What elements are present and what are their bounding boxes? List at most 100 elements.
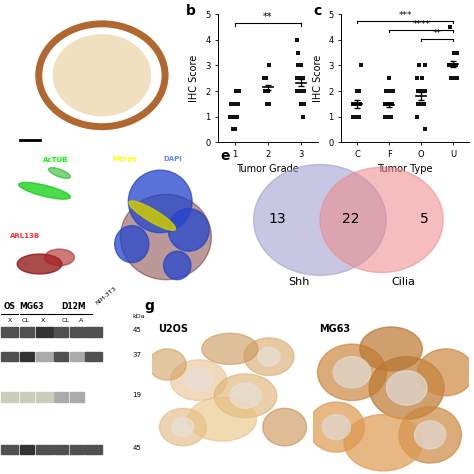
Point	[451, 62, 458, 69]
Point	[232, 87, 240, 95]
Ellipse shape	[399, 407, 461, 463]
Text: c: c	[313, 4, 321, 18]
Text: 5: 5	[420, 211, 428, 226]
Point	[265, 100, 273, 108]
Point	[293, 74, 301, 82]
Text: 13: 13	[268, 211, 286, 226]
Point	[233, 113, 241, 120]
Point	[454, 74, 461, 82]
Point	[413, 74, 421, 82]
Text: X: X	[8, 318, 12, 323]
Point	[264, 87, 272, 95]
Point	[451, 62, 458, 69]
Point	[229, 126, 237, 133]
Point	[387, 87, 394, 95]
Text: **: **	[263, 12, 273, 22]
Point	[295, 74, 303, 82]
Ellipse shape	[184, 369, 213, 391]
Point	[414, 113, 421, 120]
Point	[298, 100, 306, 108]
Bar	[54, 445, 68, 454]
Ellipse shape	[53, 35, 151, 116]
Ellipse shape	[171, 360, 227, 401]
Point	[262, 74, 270, 82]
Point	[384, 113, 392, 120]
Point	[298, 62, 305, 69]
Point	[229, 100, 237, 108]
Ellipse shape	[322, 415, 350, 439]
Text: A: A	[79, 318, 83, 323]
Point	[295, 49, 302, 56]
Point	[355, 113, 362, 120]
Point	[453, 49, 460, 56]
Text: **: **	[433, 29, 442, 38]
Point	[421, 126, 428, 133]
Point	[413, 74, 421, 82]
Point	[350, 100, 358, 108]
Point	[349, 113, 357, 120]
Point	[351, 100, 359, 108]
Point	[385, 113, 393, 120]
Point	[382, 100, 389, 108]
Bar	[1, 327, 18, 337]
Point	[264, 87, 272, 95]
Point	[230, 100, 238, 108]
Point	[383, 100, 390, 108]
Point	[388, 113, 395, 120]
Y-axis label: IHC Score: IHC Score	[190, 55, 200, 102]
Bar	[70, 327, 84, 337]
Ellipse shape	[129, 201, 175, 230]
Point	[295, 74, 303, 82]
Point	[234, 100, 242, 108]
Ellipse shape	[188, 397, 256, 441]
Ellipse shape	[244, 338, 294, 375]
Point	[231, 100, 239, 108]
Text: ARL13B: ARL13B	[9, 233, 40, 239]
Text: 45: 45	[132, 445, 141, 451]
Point	[228, 100, 236, 108]
Point	[452, 62, 460, 69]
Bar	[36, 327, 53, 337]
Point	[417, 87, 425, 95]
Point	[354, 87, 361, 95]
Point	[387, 113, 395, 120]
Point	[382, 100, 389, 108]
Ellipse shape	[128, 170, 192, 233]
Point	[452, 62, 459, 69]
Point	[294, 62, 302, 69]
Point	[263, 74, 270, 82]
Ellipse shape	[344, 415, 422, 471]
Point	[447, 74, 455, 82]
Point	[418, 87, 425, 95]
Ellipse shape	[48, 168, 71, 178]
Point	[384, 100, 392, 108]
Bar	[1, 392, 18, 401]
Point	[296, 74, 304, 82]
Ellipse shape	[120, 194, 211, 280]
Text: DAPI: DAPI	[164, 156, 182, 162]
Point	[228, 113, 236, 120]
Point	[382, 113, 390, 120]
Bar	[85, 327, 102, 337]
Text: 22: 22	[342, 211, 359, 226]
Bar	[20, 445, 34, 454]
Point	[451, 74, 459, 82]
Point	[297, 87, 304, 95]
Point	[383, 100, 391, 108]
Text: AcTUB: AcTUB	[43, 157, 68, 164]
Point	[385, 74, 393, 82]
Text: e: e	[220, 149, 230, 163]
Text: ****: ****	[412, 20, 430, 29]
Text: CL: CL	[22, 318, 29, 323]
Ellipse shape	[168, 209, 209, 251]
Point	[452, 62, 459, 69]
Text: b: b	[186, 4, 196, 18]
Point	[351, 100, 358, 108]
Text: ***: ***	[399, 11, 412, 20]
Text: CL: CL	[62, 318, 69, 323]
Point	[354, 100, 361, 108]
Ellipse shape	[254, 164, 386, 275]
Point	[230, 113, 237, 120]
Ellipse shape	[202, 333, 258, 365]
Point	[385, 87, 393, 95]
